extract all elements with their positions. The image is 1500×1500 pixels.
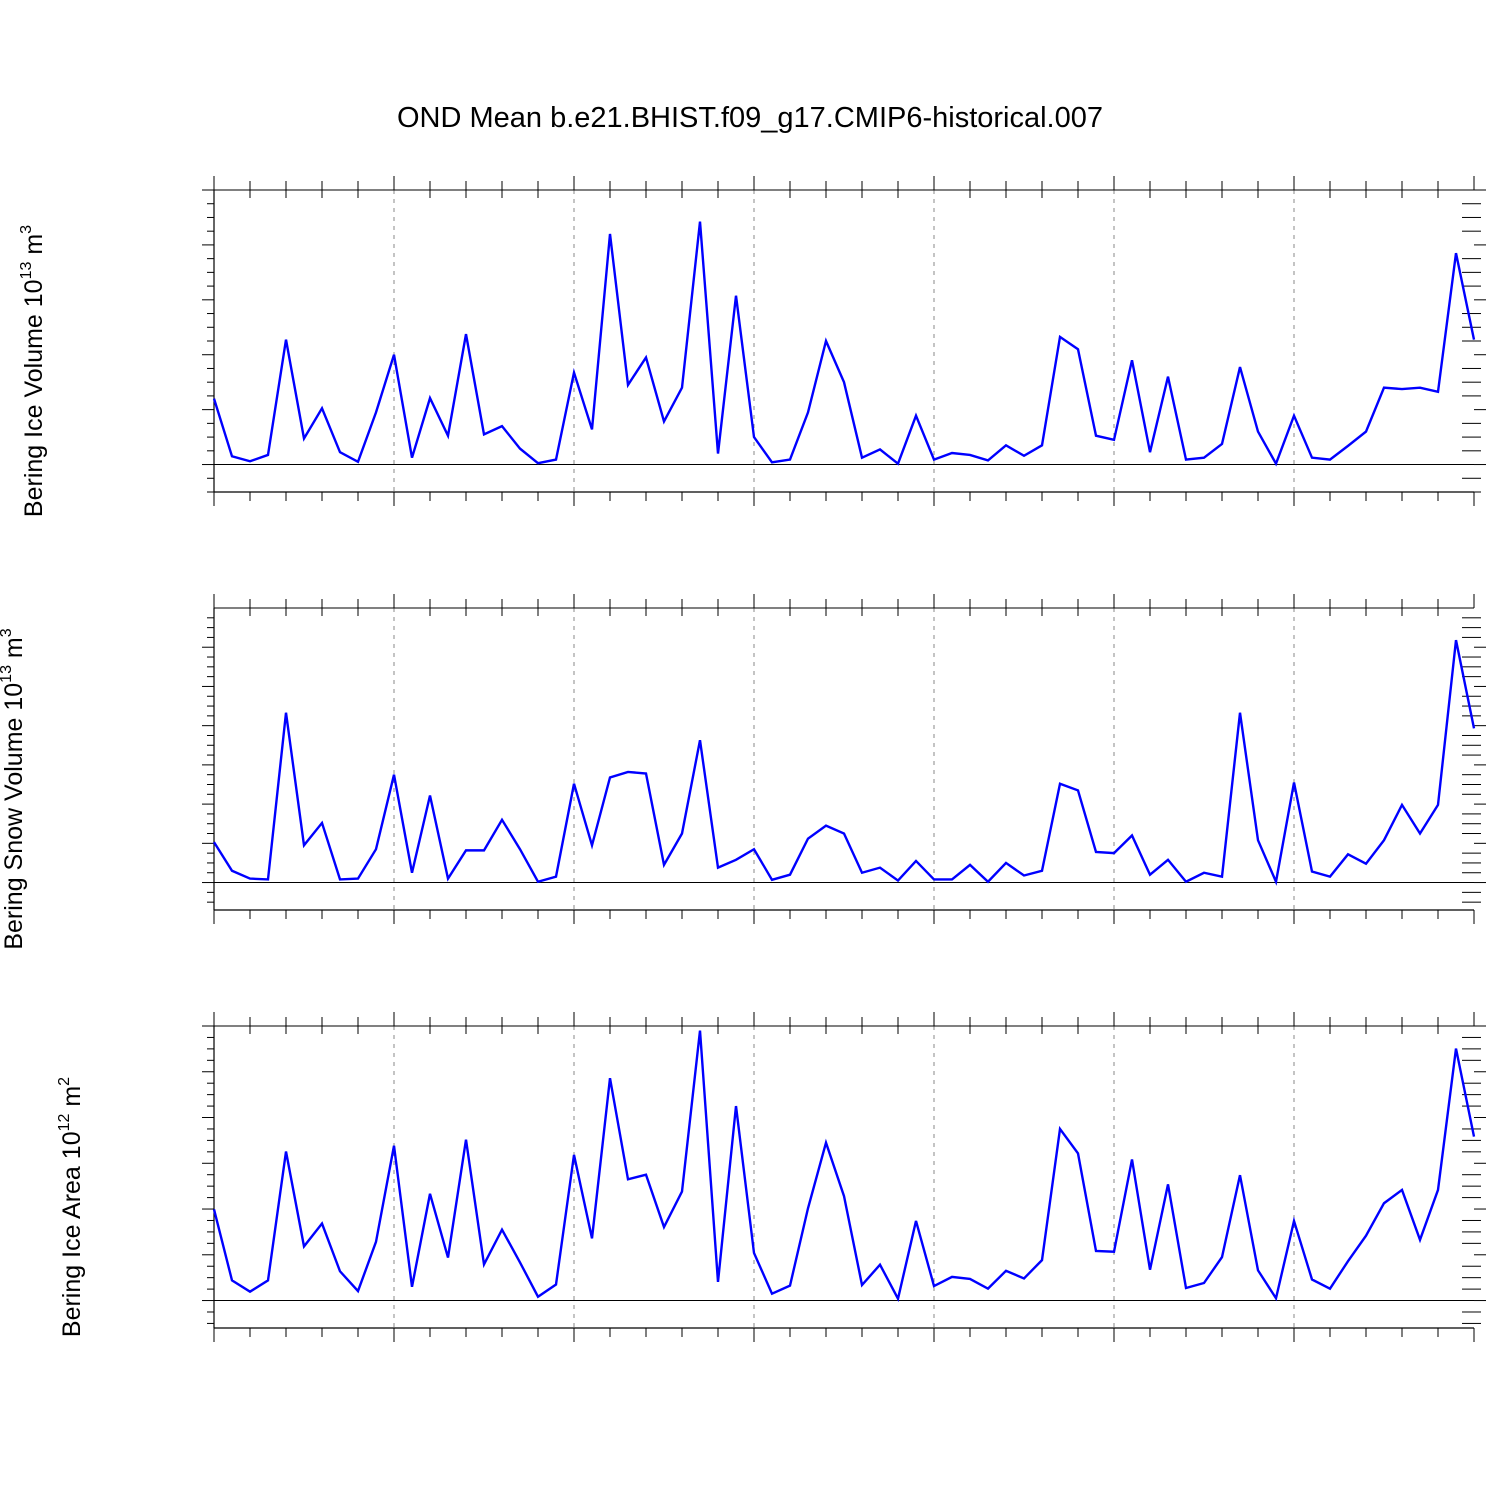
ice-area-y-axis-label: Bering Ice Area 1012 m2 <box>56 1077 86 1337</box>
ice-volume-y-label-superscript: 13 <box>18 262 35 280</box>
ice-volume-y-label-part: m <box>20 234 48 262</box>
ice-volume-y-axis-label: Bering Ice Volume 1013 m3 <box>18 225 48 517</box>
snow-volume-series-line <box>212 639 1476 886</box>
snow-volume-y-label-part: m <box>0 637 28 665</box>
snow-volume-y-label-part: Bering Snow Volume 10 <box>0 683 28 950</box>
ice-volume-y-label-part: Bering Ice Volume 10 <box>20 279 48 517</box>
ice-area-y-label-superscript: 12 <box>56 1113 73 1131</box>
snow-volume-y-label-superscript: 3 <box>0 628 15 637</box>
ice-area-y-label-part: Bering Ice Area 10 <box>58 1131 86 1337</box>
ice-volume-series-line <box>212 221 1476 467</box>
ice-volume-y-label-superscript: 3 <box>18 225 35 234</box>
ice-area-series-line <box>212 1030 1476 1303</box>
chart-title: OND Mean b.e21.BHIST.f09_g17.CMIP6-histo… <box>397 102 1103 134</box>
snow-volume-y-axis-label: Bering Snow Volume 1013 m3 <box>0 628 28 949</box>
ice-area-y-label-superscript: 2 <box>56 1077 73 1086</box>
ice-area-y-label-part: m <box>58 1086 86 1114</box>
snow-volume-y-label-superscript: 13 <box>0 665 15 683</box>
